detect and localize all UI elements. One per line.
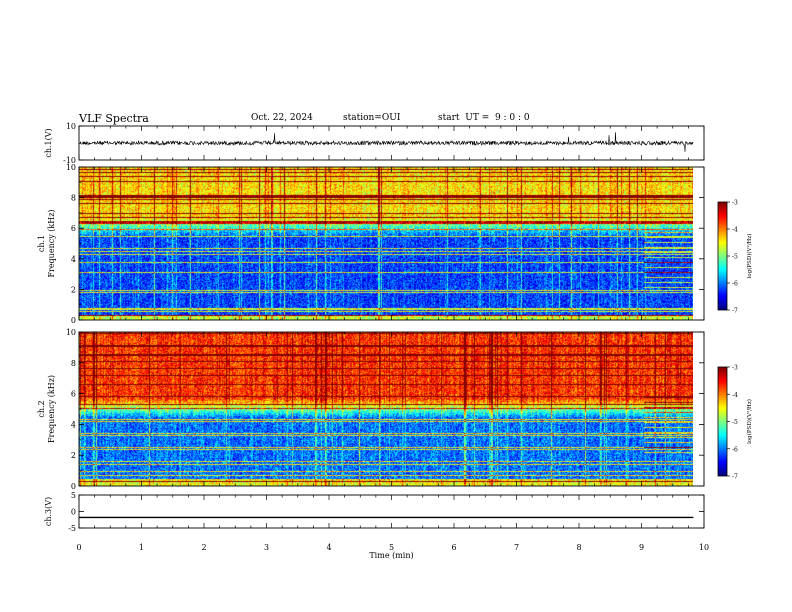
date-label: Oct. 22, 2024	[251, 113, 313, 123]
x-tick-label: 7	[514, 543, 519, 552]
x-tick-label: 5	[389, 543, 394, 552]
x-tick-label: 1	[139, 543, 144, 552]
station-label: station=OUI	[343, 113, 401, 123]
ch1-spectrogram-ytick-label: 4	[71, 255, 76, 264]
ch1-spectrogram-ytick-label: 8	[71, 194, 76, 203]
ch1-spectrogram-colorbar	[718, 202, 727, 310]
ch3-waveform-ylabel: ch.3(V)	[44, 497, 53, 526]
ch2-spectrogram-colorbar-tick-label: -4	[732, 392, 738, 399]
ch1-waveform-ytick-label: 10	[66, 122, 76, 131]
ch1-spectrogram-ytick-label: 2	[71, 285, 76, 294]
ch2-spectrogram-colorbar-tick-label: -7	[732, 474, 738, 481]
x-tick-label: 6	[451, 543, 456, 552]
ch2-spectrogram-ytick-label: 2	[71, 451, 76, 460]
figure-title: VLF Spectra	[79, 112, 149, 125]
ch2-spectrogram-colorbar-tick-label: -5	[732, 419, 738, 426]
ch2-spectrogram-ytick-label: 10	[66, 328, 76, 337]
ch2-spectrogram-ytick-label: 4	[71, 420, 76, 429]
ch1-spectrogram-colorbar-tick-label: -3	[732, 200, 738, 207]
ch2-spectrogram-ylabel: Frequency (kHz)	[47, 375, 56, 443]
x-tick-label: 8	[576, 543, 581, 552]
ch1-spectrogram-colorbar-tick-label: -5	[732, 254, 738, 261]
ch2-spectrogram-ytick-label: 0	[71, 482, 76, 491]
ch3-waveform-ytick-label: 5	[71, 491, 76, 500]
ch2-spectrogram-colorbar-tick-label: -3	[732, 365, 738, 372]
ch1-spectrogram-ytick-label: 6	[71, 224, 76, 233]
ch1-spectrogram-ytick-label: 0	[71, 316, 76, 325]
ch1-spectrogram-colorbar-tick-label: -7	[732, 308, 738, 315]
ch2-spectrogram-ytick-label: 8	[71, 359, 76, 368]
ch1-spectrogram-ytick-label: 10	[66, 163, 76, 172]
x-tick-label: 0	[76, 543, 81, 552]
ch1-spectrogram-colorbar-tick-label: -4	[732, 227, 738, 234]
ch3-waveform-ytick-label: -5	[68, 524, 76, 533]
ch1-spectrogram-ylabel: ch.1	[37, 235, 46, 252]
ch1-spectrogram-colorbar-tick-label: -6	[732, 281, 738, 288]
ch2-spectrogram-ytick-label: 6	[71, 390, 76, 399]
x-tick-label: 4	[326, 543, 331, 552]
ch1-spectrogram-image	[79, 167, 693, 320]
x-tick-label: 9	[639, 543, 644, 552]
x-tick-label: 2	[201, 543, 206, 552]
start-time-label: start UT = 9 : 0 : 0	[438, 113, 530, 123]
ch1-spectrogram-colorbar-label: log(PSD)(V²/Hz)	[746, 234, 753, 279]
ch2-spectrogram-colorbar-label: log(PSD)(V²/Hz)	[746, 399, 753, 444]
ch1-waveform-ytick-label: -10	[63, 156, 76, 165]
ch2-spectrogram-colorbar	[718, 367, 727, 476]
ch2-spectrogram-colorbar-tick-label: -6	[732, 446, 738, 453]
ch1-waveform-trace	[78, 132, 694, 152]
x-axis-label: Time (min)	[369, 551, 413, 560]
ch1-spectrogram-ylabel: Frequency (kHz)	[47, 209, 56, 277]
x-tick-label: 3	[264, 543, 269, 552]
ch2-spectrogram-ylabel: ch.2	[37, 400, 46, 417]
ch2-spectrogram-image	[79, 332, 693, 486]
x-tick-label: 10	[699, 543, 709, 552]
ch3-waveform-ytick-label: 0	[71, 508, 76, 517]
ch1-waveform-ylabel: ch.1(V)	[44, 128, 53, 157]
